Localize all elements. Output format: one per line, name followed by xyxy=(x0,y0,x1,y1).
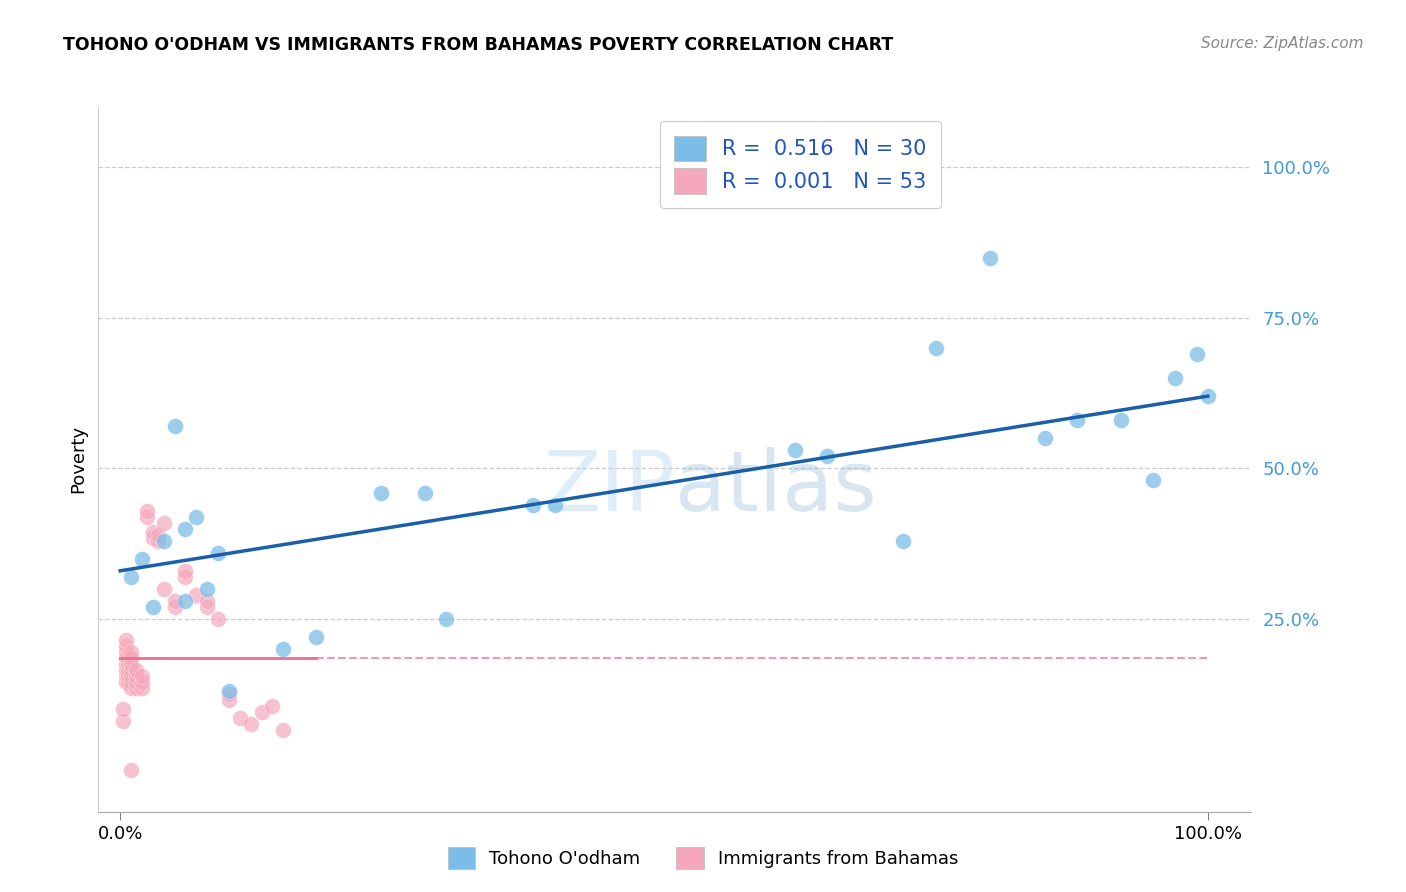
Point xyxy=(273,723,295,738)
Point xyxy=(305,630,328,644)
Point xyxy=(262,699,284,714)
Point xyxy=(142,524,165,539)
Point xyxy=(114,669,136,683)
Point xyxy=(114,633,136,648)
Point xyxy=(114,651,136,665)
Text: Source: ZipAtlas.com: Source: ZipAtlas.com xyxy=(1201,36,1364,51)
Text: TOHONO O'ODHAM VS IMMIGRANTS FROM BAHAMAS POVERTY CORRELATION CHART: TOHONO O'ODHAM VS IMMIGRANTS FROM BAHAMA… xyxy=(63,36,894,54)
Point xyxy=(1066,413,1088,427)
Point xyxy=(131,669,153,683)
Point xyxy=(152,516,174,530)
Point xyxy=(413,485,436,500)
Point xyxy=(925,341,948,355)
Text: atlas: atlas xyxy=(675,447,876,528)
Point xyxy=(120,645,142,659)
Point xyxy=(120,763,142,777)
Point xyxy=(120,651,142,665)
Point xyxy=(120,675,142,690)
Point xyxy=(163,594,186,608)
Point xyxy=(174,594,197,608)
Point xyxy=(114,675,136,690)
Point xyxy=(120,570,142,584)
Point xyxy=(136,509,159,524)
Point xyxy=(174,564,197,578)
Point xyxy=(783,443,806,458)
Point xyxy=(125,681,148,696)
Point xyxy=(125,663,148,677)
Point xyxy=(522,498,544,512)
Point xyxy=(195,594,218,608)
Point xyxy=(142,599,165,614)
Point xyxy=(218,687,240,701)
Point xyxy=(544,498,567,512)
Point xyxy=(117,651,139,665)
Point xyxy=(273,642,295,657)
Point xyxy=(174,570,197,584)
Point xyxy=(1142,474,1164,488)
Point xyxy=(125,669,148,683)
Point xyxy=(114,657,136,672)
Y-axis label: Poverty: Poverty xyxy=(69,425,87,493)
Point xyxy=(229,711,252,725)
Point xyxy=(891,533,914,548)
Point xyxy=(152,582,174,596)
Point xyxy=(120,663,142,677)
Point xyxy=(979,251,1001,265)
Legend: Tohono O'odham, Immigrants from Bahamas: Tohono O'odham, Immigrants from Bahamas xyxy=(439,838,967,879)
Point xyxy=(1033,431,1056,445)
Point xyxy=(120,681,142,696)
Point xyxy=(195,599,218,614)
Point xyxy=(207,546,229,560)
Point xyxy=(152,533,174,548)
Point xyxy=(174,522,197,536)
Point xyxy=(207,612,229,626)
Point xyxy=(131,551,153,566)
Point xyxy=(370,485,392,500)
Point xyxy=(117,675,139,690)
Point xyxy=(125,675,148,690)
Point xyxy=(239,717,262,731)
Point xyxy=(112,714,135,729)
Point xyxy=(1197,389,1219,403)
Point xyxy=(131,681,153,696)
Point xyxy=(136,503,159,517)
Point xyxy=(1164,371,1187,385)
Point xyxy=(436,612,458,626)
Text: ZIP: ZIP xyxy=(543,447,675,528)
Point xyxy=(1185,347,1208,361)
Point xyxy=(250,706,273,720)
Point xyxy=(120,669,142,683)
Point xyxy=(148,527,170,541)
Point xyxy=(148,533,170,548)
Point xyxy=(114,645,136,659)
Point xyxy=(815,450,838,464)
Point xyxy=(117,657,139,672)
Point xyxy=(142,531,165,545)
Legend: R =  0.516   N = 30, R =  0.001   N = 53: R = 0.516 N = 30, R = 0.001 N = 53 xyxy=(659,121,941,208)
Point xyxy=(195,582,218,596)
Point xyxy=(186,588,208,602)
Point xyxy=(1109,413,1132,427)
Point xyxy=(117,669,139,683)
Point xyxy=(218,684,240,698)
Point xyxy=(117,663,139,677)
Point xyxy=(120,657,142,672)
Point xyxy=(112,702,135,716)
Point xyxy=(163,419,186,434)
Point xyxy=(186,509,208,524)
Point xyxy=(131,675,153,690)
Point xyxy=(114,639,136,653)
Point xyxy=(114,663,136,677)
Point xyxy=(163,599,186,614)
Point xyxy=(218,693,240,707)
